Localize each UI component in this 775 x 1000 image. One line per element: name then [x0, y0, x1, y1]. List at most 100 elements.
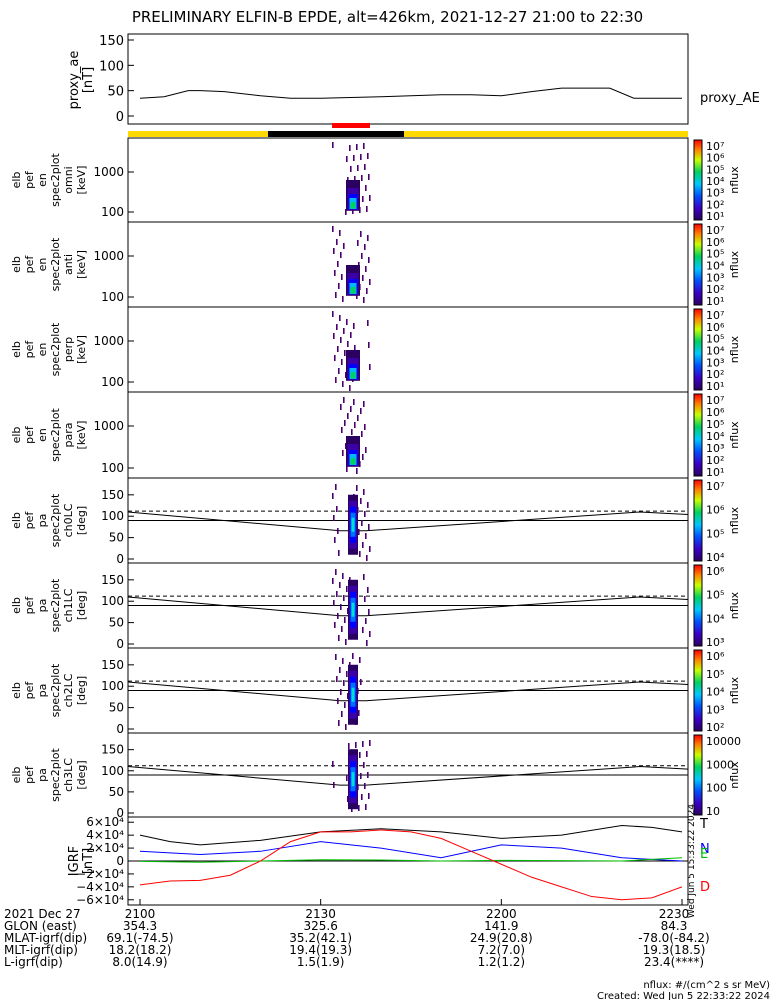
spec-streak — [348, 743, 350, 749]
colorbar — [694, 224, 702, 305]
colorbar-tick-label: 10⁷ — [706, 480, 724, 493]
spec-ylabel: pa — [36, 514, 49, 528]
spec-streak — [365, 533, 367, 539]
igrf-ytick-label: 4×10⁴ — [86, 828, 124, 842]
spec-ylabel: spec2plot — [49, 153, 62, 207]
spec-ylabel: elb — [10, 427, 23, 444]
spec-streak — [362, 196, 364, 202]
spec-streak — [347, 413, 349, 419]
spec-streak — [340, 404, 342, 410]
spec-ylabel: pef — [23, 255, 36, 274]
colorbar-frame — [693, 649, 703, 732]
colorbar-tick-label: 10⁵ — [706, 333, 724, 346]
footer-row-value: 2200 — [486, 907, 517, 921]
spec-streak — [369, 279, 371, 285]
colorbar-tick-label: 10³ — [706, 636, 724, 649]
colorbar-frame — [693, 564, 703, 647]
spec-streak — [341, 626, 343, 632]
proxy-ae-ylabel-unit: [nT] — [81, 67, 96, 93]
spec-ytick-label: 100 — [101, 375, 124, 389]
igrf-legend-E: E — [700, 847, 708, 862]
colorbar-tick-label: 10² — [706, 721, 724, 734]
spec-streak — [364, 596, 366, 602]
spec-streak — [340, 337, 342, 343]
spec-streak — [356, 293, 358, 299]
igrf-series-E — [139, 857, 683, 863]
spec-streak — [355, 742, 357, 748]
colorbar-tick-label: 10² — [706, 198, 724, 211]
spec-streak — [337, 261, 339, 267]
spec-streak — [339, 582, 341, 588]
spec-streak — [368, 609, 370, 615]
spec-streak — [339, 667, 341, 673]
colorbar-tick-label: 10⁶ — [706, 236, 725, 249]
spec-streak — [369, 631, 371, 637]
spec-streak — [358, 805, 360, 811]
spec-streak — [352, 208, 354, 214]
colorbar-tick-label: 10³ — [706, 703, 724, 716]
loss-cone-line — [127, 511, 689, 532]
spec-ylabel: spec2plot — [49, 663, 62, 717]
footer-row-value: -78.0(-84.2) — [638, 931, 709, 945]
proxy-ae-ytick-label: 0 — [116, 110, 124, 125]
spec-streak — [343, 595, 345, 601]
spec-streak — [342, 450, 344, 456]
spec-ytick-label: 1000 — [93, 419, 124, 433]
spec-streak — [368, 174, 370, 180]
footer-row-value: 2230 — [659, 907, 690, 921]
colorbar-tick-label: 10⁷ — [706, 394, 724, 407]
colorbar-label: nflux — [728, 421, 741, 449]
proxy-ae-line — [139, 87, 682, 99]
spec-streak — [354, 345, 356, 351]
spec-streak — [340, 689, 342, 695]
spec-streak — [347, 693, 349, 699]
igrf-series-T — [139, 824, 683, 846]
spec-streak — [359, 752, 361, 758]
footer-row-label: MLAT-igrf(dip) — [4, 931, 87, 945]
colorbar — [694, 650, 702, 731]
spec-streak — [339, 230, 341, 236]
footer-row-label: MLT-igrf(dip) — [4, 943, 78, 957]
spec-streak — [365, 618, 367, 624]
spec-streak — [350, 332, 352, 338]
spec-ylabel: omni — [62, 166, 75, 193]
spec-ytick-label: 150 — [101, 488, 124, 502]
spec-core — [351, 687, 355, 702]
colorbar-label: nflux — [728, 506, 741, 534]
spec-streak — [336, 676, 338, 682]
spec-streak — [367, 587, 369, 593]
proxy-ae-frame — [127, 33, 689, 125]
colorbar-tick-label: 10¹ — [706, 210, 724, 223]
loss-cone-line — [127, 681, 689, 702]
colorbar-tick-label: 10³ — [706, 356, 724, 369]
spec-streak — [356, 485, 358, 491]
spec-ylabel-unit: [keV] — [75, 250, 88, 279]
spec-streak — [341, 427, 343, 433]
spec-streak — [333, 515, 335, 521]
spec-ytick-label: 100 — [101, 290, 124, 304]
igrf-ytick-label: 0 — [116, 854, 124, 868]
spec-core — [350, 287, 356, 294]
igrf-ylabel: IGRF — [67, 846, 82, 876]
spec-streak — [341, 711, 343, 717]
spec-ylabel: ch1LC — [62, 588, 75, 622]
colorbar-tick-label: 10⁶ — [706, 504, 725, 517]
spec-streak — [369, 364, 371, 370]
colorbar — [694, 309, 702, 390]
spec-streak — [339, 315, 341, 321]
spec-streak — [360, 408, 362, 414]
spec-ylabel: elb — [10, 767, 23, 784]
colorbar-tick-label: 10⁵ — [706, 163, 724, 176]
spec-streak — [351, 429, 353, 435]
spec-streak — [360, 154, 362, 160]
colorbar-tick-label: 10000 — [706, 735, 741, 748]
spec-streak — [367, 235, 369, 241]
spec-streak — [357, 240, 359, 246]
spec-streak — [369, 195, 371, 201]
spec-streak — [363, 489, 365, 495]
spec-ylabel: pef — [23, 340, 36, 359]
footer-row-value: 1.2(1.2) — [478, 955, 526, 969]
colorbar-tick-label: 100 — [706, 782, 727, 795]
spec-streak — [352, 653, 354, 659]
